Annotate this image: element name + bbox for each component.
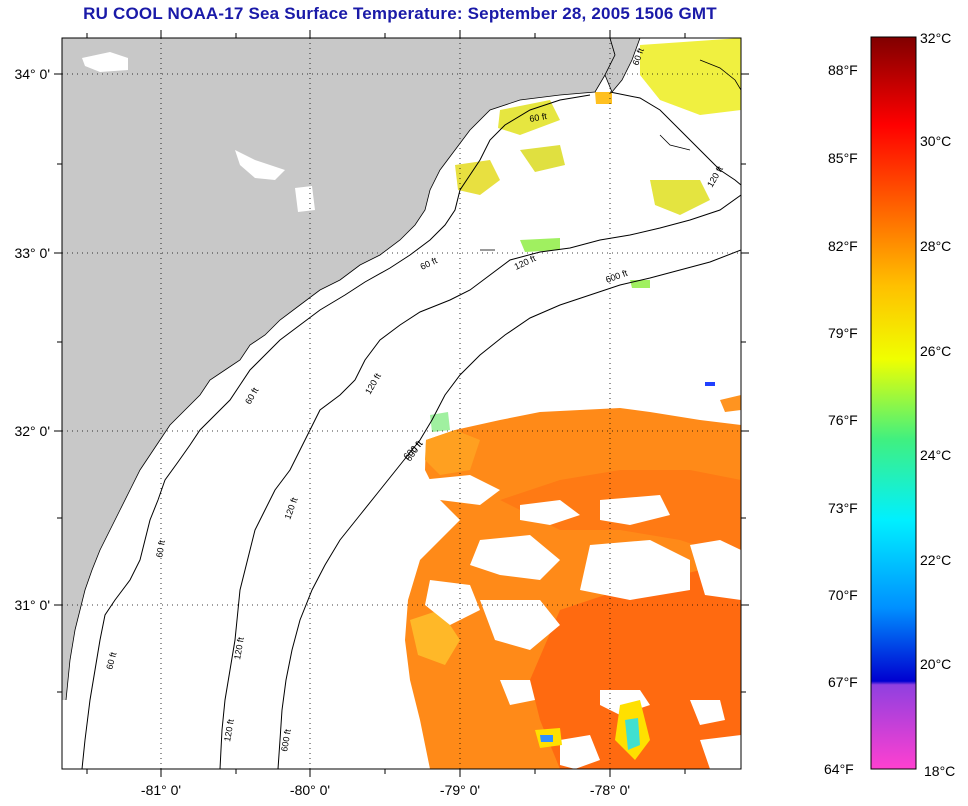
land-clouds: [62, 52, 315, 735]
color-scale-bar: [870, 36, 917, 770]
axis-ticks: [54, 30, 749, 777]
contour-120ft: [219, 194, 741, 769]
sst-map[interactable]: 60 ft 120 ft 600 ft 60 ft 120 ft 600 ft …: [0, 0, 800, 801]
sst-north-patches: [430, 38, 741, 432]
fahrenheit-label: 79°F: [828, 325, 858, 341]
fahrenheit-label: 64°F: [824, 761, 854, 777]
fahrenheit-label: 76°F: [828, 412, 858, 428]
lat-label: 31° 0': [14, 597, 50, 613]
fahrenheit-label: 88°F: [828, 62, 858, 78]
celsius-label: 30°C: [920, 133, 952, 149]
map-frame: [61, 37, 742, 770]
celsius-label: 24°C: [920, 447, 952, 463]
fahrenheit-label: 70°F: [828, 587, 858, 603]
contour-label: 120 ft: [232, 636, 246, 660]
fahrenheit-label: 73°F: [828, 500, 858, 516]
celsius-label: 18°C: [924, 763, 956, 779]
celsius-label: 32°C: [920, 30, 952, 46]
graticule: [62, 38, 741, 769]
land-mass: [62, 38, 616, 731]
lon-label: -80° 0': [290, 782, 330, 798]
fahrenheit-label: 85°F: [828, 150, 858, 166]
sst-warm-region: [405, 395, 741, 769]
celsius-label: 20°C: [920, 656, 952, 672]
depth-contours: [81, 91, 741, 769]
fahrenheit-label: 82°F: [828, 238, 858, 254]
contour-60ft: [81, 91, 741, 769]
lat-label: 32° 0': [14, 423, 50, 439]
contour-label: 60 ft: [529, 111, 548, 124]
contour-label: 120 ft: [222, 718, 236, 742]
contour-label: 600 ft: [279, 728, 293, 752]
celsius-label: 28°C: [920, 238, 952, 254]
lon-label: -81° 0': [141, 782, 181, 798]
contour-label: 60 ft: [104, 651, 118, 671]
map-title: RU COOL NOAA-17 Sea Surface Temperature:…: [83, 4, 717, 23]
lon-label: -79° 0': [440, 782, 480, 798]
lat-label: 34° 0': [14, 66, 50, 82]
fahrenheit-label: 67°F: [828, 674, 858, 690]
lon-label: -78° 0': [590, 782, 630, 798]
celsius-label: 26°C: [920, 343, 952, 359]
land-northeast: [604, 38, 641, 93]
contour-600ft: [277, 249, 741, 769]
celsius-label: 22°C: [920, 552, 952, 568]
lat-label: 33° 0': [14, 245, 50, 261]
color-scale: 88°F 85°F 82°F 79°F 76°F 73°F 70°F 67°F …: [820, 20, 968, 801]
